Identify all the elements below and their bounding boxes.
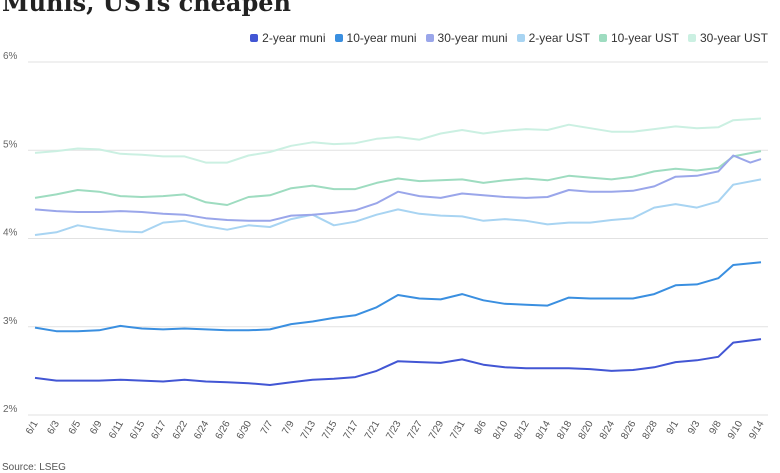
legend-item: 30-year UST (687, 31, 768, 45)
x-tick-label: 7/13 (299, 419, 318, 442)
x-tick-label: 7/9 (280, 419, 297, 437)
chart-title: Munis, USTs cheapen (2, 0, 291, 17)
x-tick-label: 6/15 (128, 419, 147, 442)
legend-swatch (687, 34, 696, 42)
x-tick-label: 6/17 (149, 419, 168, 442)
series-line-6 (34, 117, 762, 164)
x-tick-label: 7/17 (342, 419, 361, 442)
legend-item: 2-year UST (516, 31, 590, 45)
legend-label: 2-year UST (528, 31, 590, 45)
x-tick-label: 8/24 (598, 419, 617, 442)
x-tick-label: 6/26 (214, 419, 233, 442)
x-tick-label: 6/30 (235, 419, 254, 442)
legend-swatch (516, 34, 525, 42)
legend-item: 10-year muni (334, 31, 417, 45)
legend-swatch (598, 34, 607, 42)
y-tick-label: 4% (3, 228, 18, 239)
x-tick-label: 8/26 (619, 419, 638, 442)
x-tick-label: 7/23 (384, 419, 403, 442)
series-line-3 (34, 154, 762, 222)
x-tick-label: 8/10 (491, 419, 510, 442)
x-tick-label: 8/14 (534, 419, 553, 442)
legend-item: 2-year muni (250, 31, 326, 45)
x-tick-label: 6/24 (192, 419, 211, 442)
x-tick-label: 7/31 (448, 419, 467, 442)
y-tick-label: 3% (3, 316, 18, 327)
legend-swatch (334, 34, 343, 42)
x-tick-label: 7/27 (406, 419, 425, 442)
legend-item: 10-year UST (598, 31, 679, 45)
x-tick-label: 8/6 (473, 419, 490, 437)
chart-legend: 2-year muni 10-year muni 30-year muni 2-yea… (250, 31, 768, 45)
x-tick-label: 6/5 (67, 419, 84, 437)
x-tick-label: 6/22 (171, 419, 190, 442)
x-tick-label: 9/14 (747, 419, 766, 442)
y-tick-label: 2% (3, 404, 18, 415)
legend-swatch (250, 34, 259, 42)
x-tick-label: 6/11 (107, 419, 126, 441)
legend-label: 2-year muni (262, 31, 326, 45)
x-tick-label: 9/8 (707, 419, 724, 437)
x-tick-label: 7/21 (363, 419, 382, 442)
x-tick-label: 8/12 (512, 419, 531, 442)
x-tick-label: 7/7 (259, 419, 276, 437)
x-tick-label: 8/18 (555, 419, 574, 442)
legend-label: 30-year muni (437, 31, 508, 45)
series-line-2 (34, 261, 762, 333)
x-tick-label: 7/15 (320, 419, 339, 442)
series-line-5 (34, 150, 762, 206)
y-tick-label: 6% (3, 51, 18, 62)
source-note: Source: LSEG (2, 462, 66, 473)
x-tick-label: 6/3 (45, 419, 62, 437)
series-line-4 (34, 178, 762, 236)
x-tick-label: 9/3 (686, 419, 703, 437)
x-tick-label: 8/20 (577, 419, 596, 442)
legend-label: 10-year UST (610, 31, 679, 45)
legend-swatch (425, 34, 434, 42)
series-line-1 (34, 338, 762, 386)
legend-item: 30-year muni (425, 31, 508, 45)
legend-label: 30-year UST (699, 31, 768, 45)
x-tick-label: 8/28 (641, 419, 660, 442)
x-tick-label: 6/9 (88, 419, 105, 437)
x-tick-label: 6/1 (24, 419, 41, 437)
y-tick-label: 5% (3, 139, 18, 150)
x-tick-label: 9/10 (726, 419, 745, 442)
legend-label: 10-year muni (346, 31, 417, 45)
x-tick-label: 7/29 (427, 419, 446, 442)
x-tick-label: 9/1 (665, 419, 682, 437)
